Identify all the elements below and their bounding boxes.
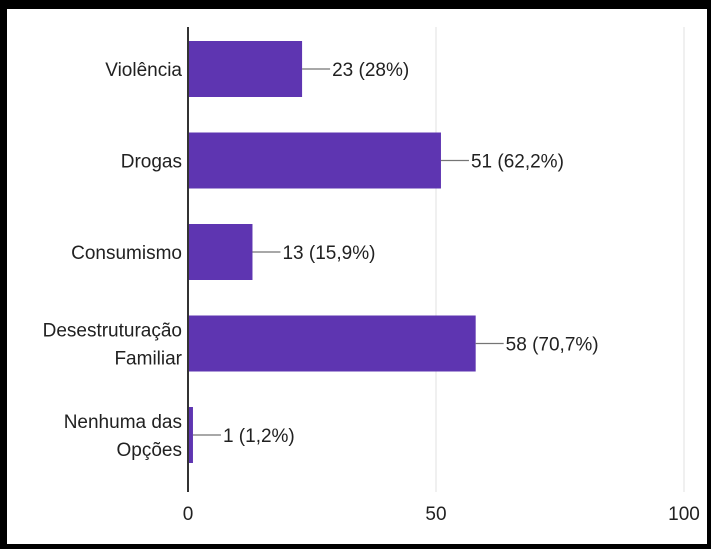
category-label: Familiar xyxy=(114,349,182,370)
data-label: 1 (1,2%) xyxy=(223,426,295,447)
chart-panel: Violência 23 (28%) Drogas 51 (62,2%) Consumi… xyxy=(7,9,707,544)
category-label: Drogas xyxy=(121,152,182,173)
category-label: Violência xyxy=(105,60,182,81)
x-tick-label: 0 xyxy=(183,504,194,525)
category-label: Desestruturação xyxy=(43,321,182,342)
bar xyxy=(188,224,253,280)
category-label: Nenhuma das xyxy=(64,412,182,433)
x-tick-label: 50 xyxy=(425,504,446,525)
bar xyxy=(188,41,303,97)
category-label: Opções xyxy=(117,440,182,461)
data-label: 51 (62,2%) xyxy=(471,152,564,173)
category-label: Consumismo xyxy=(71,243,182,264)
data-label: 23 (28%) xyxy=(332,60,409,81)
data-label: 58 (70,7%) xyxy=(506,335,599,356)
x-tick-label: 100 xyxy=(668,504,700,525)
bar xyxy=(188,132,441,189)
bar xyxy=(188,315,476,372)
data-label: 13 (15,9%) xyxy=(282,243,375,264)
bar xyxy=(188,407,193,463)
bar-chart: Violência 23 (28%) Drogas 51 (62,2%) Consumi… xyxy=(43,27,700,525)
